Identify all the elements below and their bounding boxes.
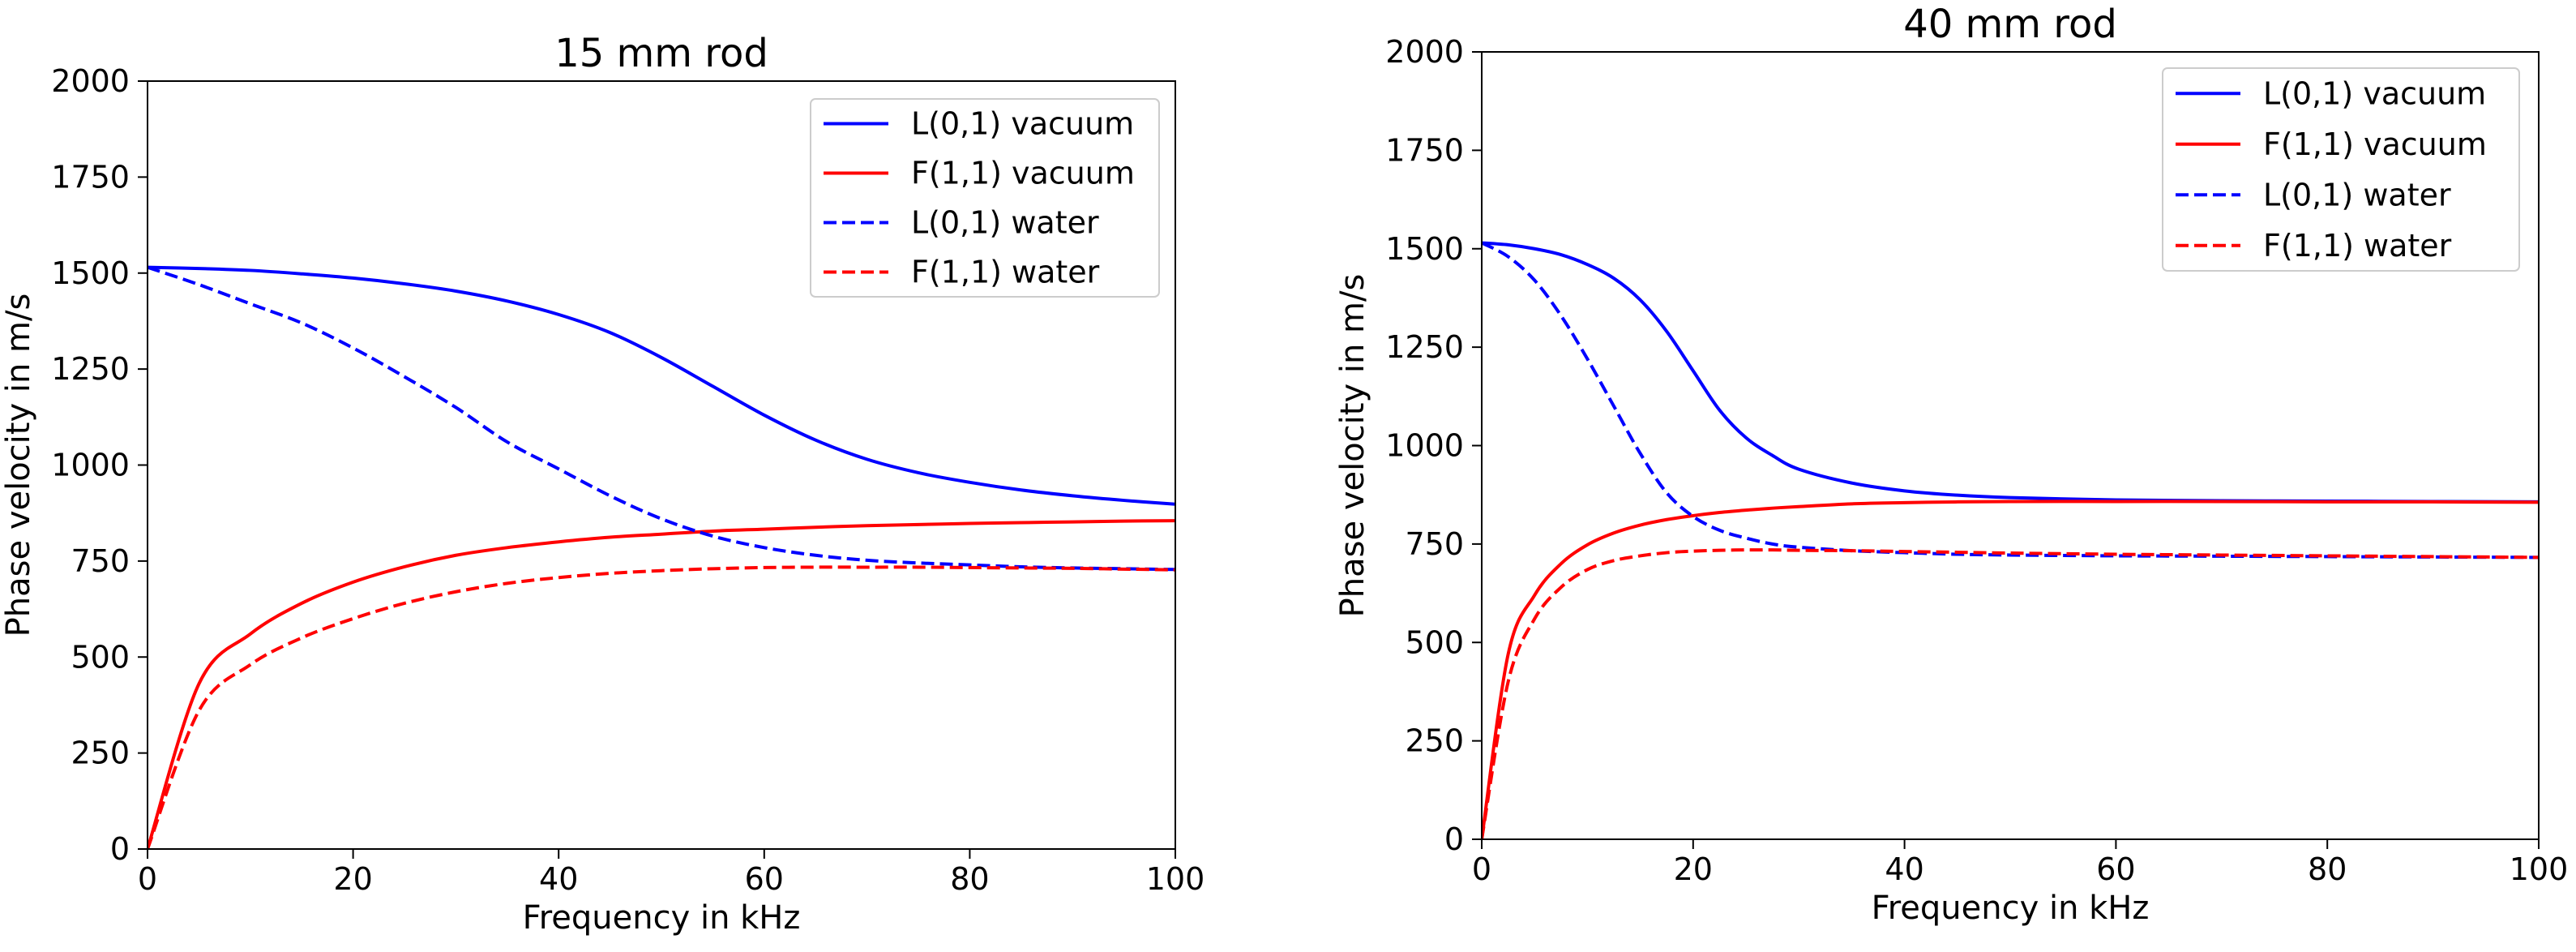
y-tick-label: 1500 — [1385, 231, 1464, 267]
y-tick-label: 500 — [1405, 624, 1464, 660]
legend-label: F(1,1) vacuum — [2263, 127, 2487, 162]
legend-box — [2162, 67, 2520, 272]
x-tick-label: 0 — [1472, 851, 1491, 887]
legend-label: L(0,1) vacuum — [2263, 75, 2486, 111]
y-tick-label: 1250 — [51, 351, 130, 387]
x-tick-label: 20 — [333, 861, 372, 897]
series-line-l-0-1-water — [1482, 241, 2539, 560]
x-tick-label: 40 — [539, 861, 578, 897]
legend-label: L(0,1) vacuum — [911, 106, 1134, 142]
y-tick-label: 250 — [1405, 723, 1464, 759]
series-line-l-0-1-vacuum — [1482, 241, 2539, 504]
series-line-f-1-1-vacuum — [1482, 500, 2539, 839]
chart-title: 15 mm rod — [554, 31, 768, 76]
legend: L(0,1) vacuum F(1,1) vacuum L(0,1) water F(… — [810, 98, 1160, 298]
y-axis-label: Phase velocity in m/s — [1334, 274, 1371, 618]
legend-box — [810, 98, 1160, 298]
y-tick-label: 250 — [71, 735, 130, 771]
legend-label: F(1,1) vacuum — [911, 156, 1135, 191]
legend-label: L(0,1) water — [911, 205, 1099, 241]
series-line-l-0-1-water — [148, 265, 1175, 572]
x-tick-label: 40 — [1885, 851, 1923, 887]
x-tick-label: 60 — [745, 861, 784, 897]
chart-panel-1: 0 20 40 60 80 1000250500750100012501500175020… — [0, 31, 1205, 937]
legend: L(0,1) vacuum F(1,1) vacuum L(0,1) water F(… — [2162, 67, 2520, 272]
y-tick-label: 750 — [1405, 526, 1464, 562]
x-axis-label: Frequency in kHz — [523, 899, 801, 937]
y-tick-label: 1000 — [51, 448, 130, 483]
series-line-f-1-1-vacuum — [148, 519, 1175, 849]
x-tick-label: 20 — [1674, 851, 1713, 887]
y-tick-label: 1500 — [51, 255, 130, 291]
y-tick-label: 1750 — [1385, 132, 1464, 168]
legend-label: F(1,1) water — [911, 255, 1100, 290]
y-tick-label: 0 — [1444, 821, 1464, 857]
series-line-l-0-1-vacuum — [148, 265, 1175, 506]
series-line-f-1-1-water — [1482, 548, 2539, 839]
x-tick-label: 100 — [1146, 861, 1205, 897]
chart-panel-2: 0 20 40 60 80 1000250500750100012501500175020… — [1334, 2, 2568, 927]
series-group — [148, 265, 1175, 849]
x-tick-label: 100 — [2510, 851, 2569, 887]
legend-label: L(0,1) water — [2263, 177, 2451, 212]
x-tick-label: 80 — [950, 861, 989, 897]
y-tick-label: 2000 — [1385, 34, 1464, 70]
series-line-f-1-1-water — [148, 565, 1175, 849]
y-tick-label: 2000 — [51, 63, 130, 99]
y-tick-label: 0 — [110, 831, 130, 867]
x-tick-label: 80 — [2308, 851, 2347, 887]
chart-title: 40 mm rod — [1903, 2, 2117, 47]
y-tick-label: 500 — [71, 639, 130, 675]
legend-label: F(1,1) water — [2263, 228, 2452, 264]
x-axis-label: Frequency in kHz — [1872, 890, 2150, 927]
x-tick-label: 0 — [138, 861, 157, 897]
y-tick-label: 750 — [71, 543, 130, 579]
y-tick-label: 1000 — [1385, 428, 1464, 464]
x-tick-label: 60 — [2096, 851, 2135, 887]
y-tick-label: 1750 — [51, 159, 130, 195]
series-group — [1482, 241, 2539, 839]
y-tick-label: 1250 — [1385, 329, 1464, 365]
y-axis-label: Phase velocity in m/s — [0, 294, 37, 637]
